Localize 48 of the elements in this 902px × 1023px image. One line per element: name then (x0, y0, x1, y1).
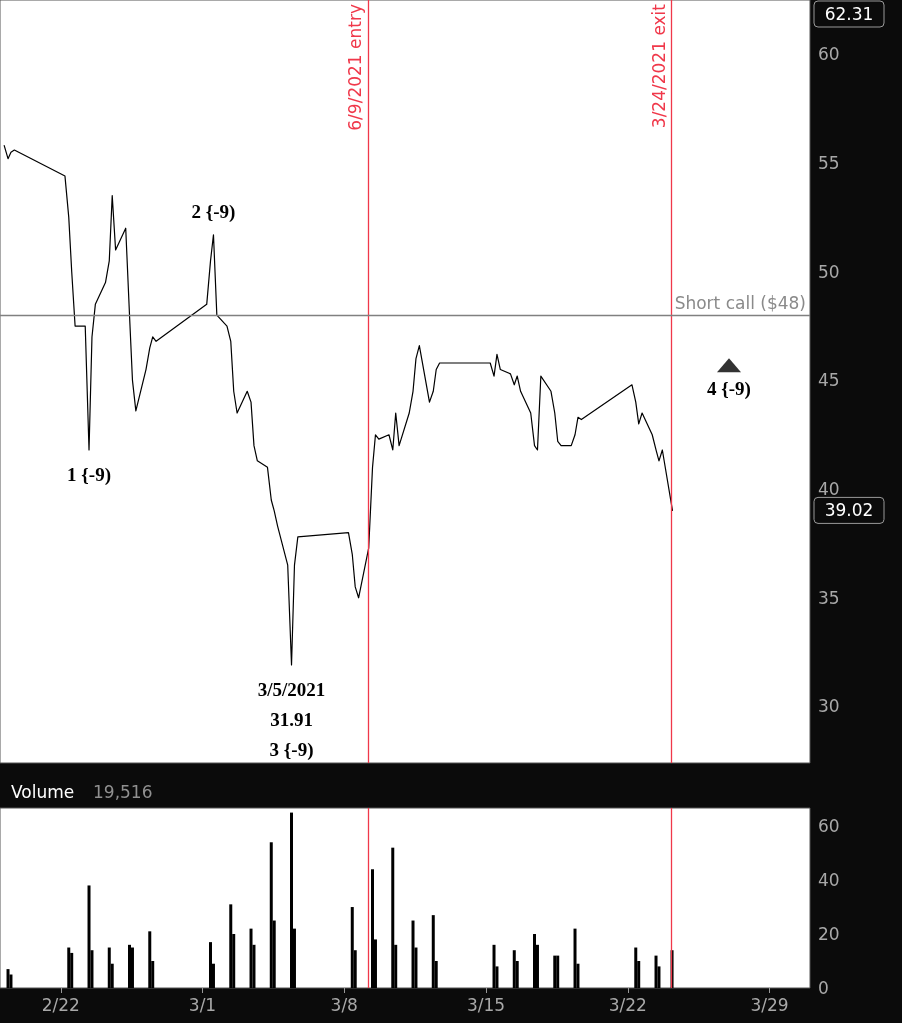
y-tick-label: 45 (818, 370, 840, 391)
bar (269, 842, 273, 988)
line-series (3, 145, 674, 666)
bar (634, 947, 638, 988)
y-tick-label: 0 (818, 978, 829, 998)
x-tick-label: 3/22 (608, 994, 647, 1015)
x-tick-label: 3/29 (750, 994, 789, 1015)
y-tick-label: 55 (818, 153, 840, 174)
ref-line-label: 6/9/2021 entry (345, 4, 366, 131)
bar (371, 869, 375, 988)
ref-line-label: 3/24/2021 exit (649, 3, 670, 129)
x-tick-label: 3/8 (330, 994, 358, 1015)
bar (512, 950, 516, 988)
bar (209, 942, 213, 988)
x-tick-label: 3/1 (188, 994, 217, 1015)
bar (67, 947, 71, 988)
bar (391, 847, 395, 988)
bar (70, 952, 74, 988)
y-tick-label: 60 (818, 44, 840, 65)
y-tick-label: 20 (818, 924, 840, 945)
bar (229, 904, 233, 988)
y-tick-label: 50 (818, 261, 840, 282)
text: 39.02 (824, 500, 874, 521)
bar (553, 955, 557, 988)
bar (556, 955, 560, 988)
annotation: 3/5/2021 31.91 3 {-9) (257, 679, 326, 762)
bar (148, 931, 152, 988)
y-tick-label: 60 (818, 816, 840, 837)
bar (130, 947, 134, 988)
y-tick-label: 35 (818, 587, 840, 608)
bar (107, 947, 111, 988)
bar (350, 907, 354, 988)
annotation: 2 {-9) (191, 201, 236, 224)
ref-line-label: Short call ($48) (674, 292, 806, 313)
text: 62.31 (824, 4, 874, 24)
y-tick-label: 40 (818, 479, 840, 500)
y-tick-label: 30 (818, 696, 840, 717)
x-tick-label: 2/22 (41, 994, 80, 1015)
chart-subtitle: 19,516 (93, 781, 153, 802)
y-tick-label: 40 (818, 870, 840, 891)
chart-title: Volume (11, 781, 75, 802)
bar (290, 812, 294, 988)
annotation: 4 {-9) (707, 378, 751, 401)
bar (128, 944, 132, 988)
x-tick-label: 3/15 (466, 994, 506, 1015)
annotation: 1 {-9) (67, 464, 111, 487)
bar (533, 934, 537, 988)
bar (431, 915, 435, 988)
